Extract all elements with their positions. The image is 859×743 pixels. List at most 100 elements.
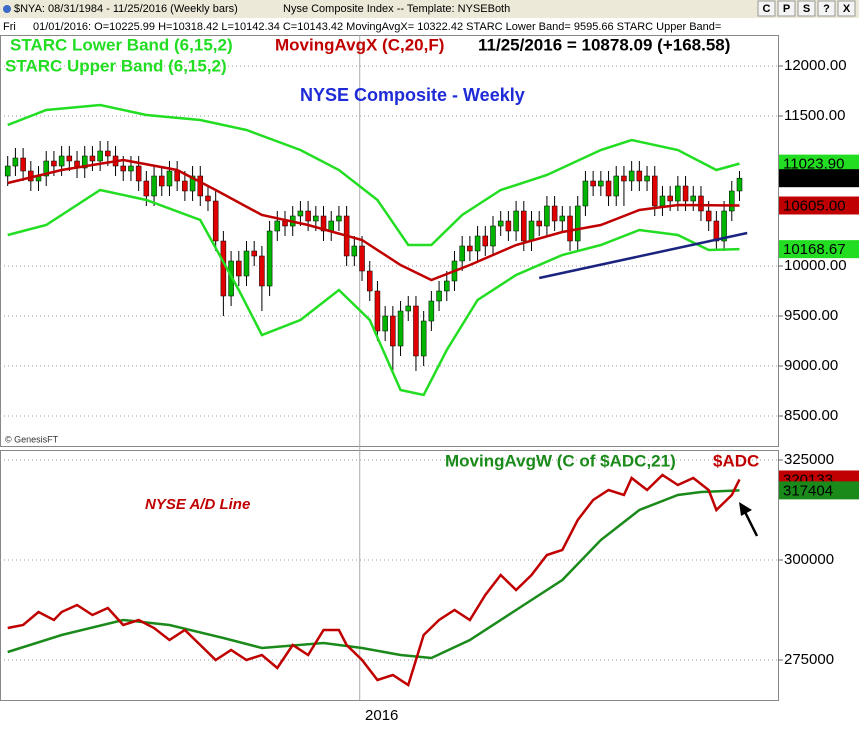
candle-body: [644, 175, 650, 182]
toolbar-button[interactable]: C: [757, 0, 776, 17]
button-face[interactable]: [837, 0, 856, 17]
value-box-label: 10168.67: [783, 241, 846, 258]
candle-body: [320, 215, 327, 232]
candle-body: [189, 175, 196, 192]
value-box: [779, 240, 859, 259]
candle-body: [58, 155, 65, 167]
candle-body: [621, 175, 627, 182]
candle-body: [705, 210, 712, 222]
symbol-info: $NYA: 08/31/1984 - 11/25/2016 (Weekly ba…: [14, 3, 238, 15]
candle-body: [528, 220, 535, 242]
candle-body: [328, 220, 334, 232]
value-box-label: 11023.90: [783, 156, 844, 173]
candle-body: [474, 235, 481, 252]
button-label[interactable]: ?: [823, 3, 830, 15]
candle-body: [305, 210, 311, 222]
y-tick-label: 300000: [784, 551, 834, 568]
candle-body: [459, 245, 465, 262]
candle-body: [667, 195, 673, 202]
candle-body: [313, 215, 319, 222]
candle-body: [128, 165, 134, 172]
candle-body: [212, 200, 219, 242]
candle-body: [120, 165, 126, 172]
candle-body: [436, 290, 442, 302]
candle-body: [405, 305, 412, 312]
candle-body: [467, 245, 473, 252]
toolbar-button[interactable]: X: [837, 0, 856, 17]
button-label[interactable]: P: [783, 3, 790, 15]
candle-body: [590, 180, 596, 187]
button-face[interactable]: [757, 0, 776, 17]
candle-body: [559, 215, 566, 222]
candle-body: [482, 235, 489, 247]
candle-body: [490, 225, 496, 247]
candle-body: [336, 215, 342, 222]
candle-body: [574, 205, 581, 242]
candle-body: [444, 280, 450, 292]
arrow-shaft: [743, 511, 759, 537]
candle-body: [266, 230, 273, 287]
candle-body: [736, 177, 743, 192]
candle-body: [97, 150, 103, 162]
candle-body: [259, 255, 265, 287]
toolbar-button[interactable]: ?: [817, 0, 836, 17]
button-face[interactable]: [797, 0, 816, 17]
candle-body: [690, 195, 697, 202]
candle-body: [628, 170, 635, 182]
candle-body: [652, 175, 658, 207]
candle-body: [243, 250, 250, 277]
y-tick-label: 275000: [784, 651, 834, 668]
candle-body: [397, 310, 404, 347]
trendline: [538, 231, 748, 280]
price-panel-frame: [0, 35, 779, 447]
candle-body: [675, 185, 681, 202]
candle-body: [4, 165, 11, 177]
candle-body: [220, 240, 227, 297]
candle-body: [205, 195, 211, 202]
series-line: [7, 188, 740, 397]
labels: 8500.00 9000.00 9500.00 10000.00 11500.00 120…: [5, 35, 859, 724]
candle-body: [605, 180, 612, 197]
button-face[interactable]: [777, 0, 796, 17]
toolbar-button[interactable]: S: [797, 0, 816, 17]
candle-body: [521, 210, 527, 242]
template-info: Nyse Composite Index -- Template: NYSEBo…: [283, 3, 510, 15]
candle-body: [636, 170, 643, 182]
candle-body: [682, 185, 689, 202]
candle-body: [166, 170, 173, 187]
arrow: [739, 502, 759, 537]
candle-body: [536, 220, 542, 227]
legend-entry: $ADC: [713, 451, 759, 470]
button-face[interactable]: [817, 0, 836, 17]
button-label[interactable]: X: [843, 3, 851, 15]
candle-body: [582, 180, 589, 207]
candle-body: [105, 150, 111, 157]
series-line: [7, 158, 740, 282]
candle-body: [567, 215, 573, 242]
candle-body: [729, 190, 735, 212]
button-label[interactable]: C: [763, 3, 771, 15]
y-tick-label: 11500.00: [784, 107, 845, 124]
candle-body: [143, 180, 150, 197]
candle-body: [366, 270, 373, 292]
legend-entry: MovingAvgW (C of $ADC,21): [445, 451, 676, 470]
toolbar-button[interactable]: P: [777, 0, 796, 17]
candle-body: [374, 290, 381, 332]
readout: 11/25/2016 = 10878.09 (+168.58): [478, 35, 730, 54]
candle-body: [359, 245, 365, 272]
button-label[interactable]: S: [803, 3, 810, 15]
legend-entry: STARC Upper Band (6,15,2): [5, 56, 227, 75]
plot-area: [4, 103, 748, 687]
candle-body: [382, 315, 388, 332]
cursor-info: 01/01/2016: O=10225.99 H=10318.42 L=1014…: [33, 21, 721, 33]
value-box: [779, 169, 859, 188]
value-box-label: 10605.00: [783, 197, 846, 214]
candle-body: [598, 180, 604, 187]
candle-body: [551, 205, 558, 222]
candle-body: [428, 300, 435, 322]
y-tick-label: 12000.00: [784, 57, 847, 74]
y-tick-label: 9000.00: [784, 357, 838, 374]
candle-body: [513, 210, 519, 232]
candle-body: [20, 157, 26, 172]
